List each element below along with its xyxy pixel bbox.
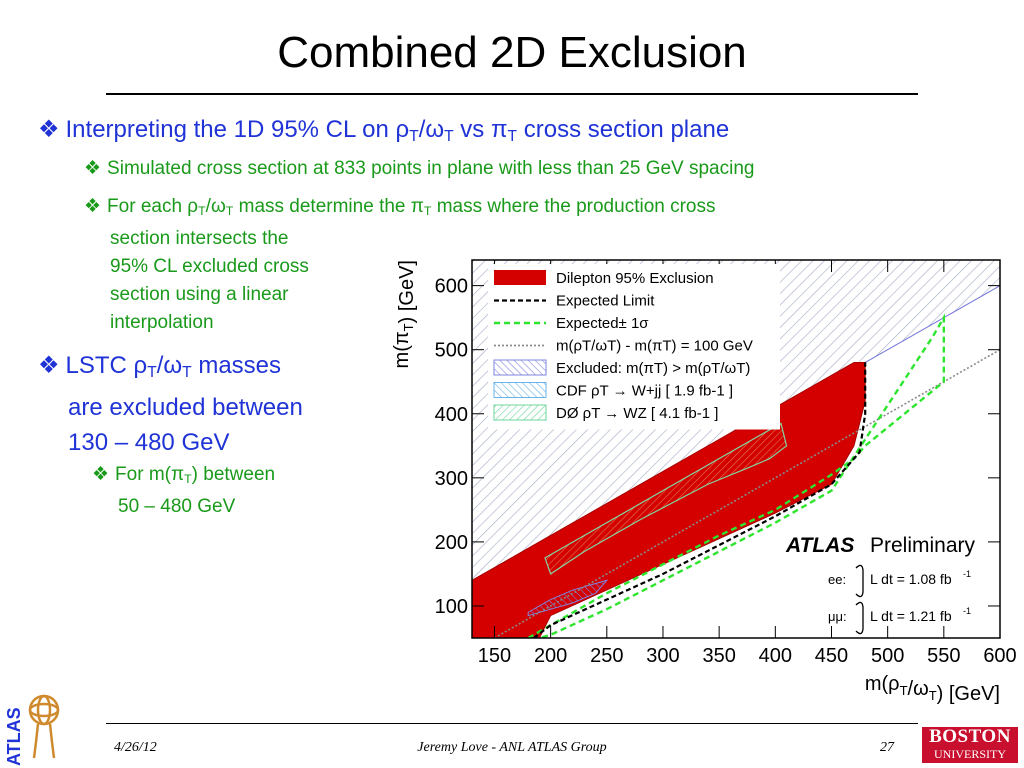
legend-label: CDF ρT → W+jj [ 1.9 fb-1 ] [556, 383, 733, 400]
footer-rule [106, 723, 918, 724]
legend-swatch-red [494, 270, 546, 285]
subbullet-for-each: ❖ For each ρT/ωT mass determine the πT ma… [84, 193, 944, 337]
x-tick-label: 450 [815, 645, 848, 667]
mass-diff-100-line [494, 348, 1000, 638]
diamond-bullet-icon: ❖ [92, 464, 110, 485]
y-tick-label: 100 [435, 596, 468, 618]
x-tick-label: 250 [590, 645, 623, 667]
legend-label: DØ ρT → WZ [ 4.1 fb-1 ] [556, 405, 718, 422]
atlas-label: ATLAS [785, 534, 854, 557]
atlas-figure-icon [28, 694, 60, 759]
footer-author: Jeremy Love - ANL ATLAS Group [417, 740, 607, 755]
footer-page-number: 27 [880, 740, 894, 755]
diamond-bullet-icon: ❖ [38, 116, 60, 143]
y-tick-label: 200 [435, 532, 468, 554]
ee-lumi-label: ee: [828, 572, 846, 587]
x-tick-label: 300 [646, 645, 679, 667]
diamond-bullet-icon: ❖ [84, 196, 102, 217]
exclusion-plot: 150 200 250 300 350 400 450 500 550 600 100 200 300 4… [382, 250, 1017, 718]
subbullet-for-m-pi: ❖ For m(πT) between 50 – 480 GeV [92, 461, 352, 521]
plot-frame [471, 259, 1001, 639]
footer-date: 4/26/12 [114, 740, 157, 755]
ee-lumi-value: L dt = 1.08 fb [870, 571, 952, 587]
x-tick-label: 500 [871, 645, 904, 667]
boston-university-logo: BOSTON UNIVERSITY [922, 727, 1018, 763]
subbullet-simulated: ❖ Simulated cross section at 833 points i… [84, 158, 755, 179]
legend-box [488, 264, 780, 430]
x-tick-label: 550 [927, 645, 960, 667]
bullet-lstc: ❖ LSTC ρT/ωT masses are excluded between … [38, 348, 378, 460]
ee-lumi-exponent: -1 [963, 569, 971, 579]
mumu-lumi-value: L dt = 1.21 fb [870, 608, 952, 624]
legend-label: Expected Limit [556, 293, 655, 310]
legend-swatch-d0 [493, 404, 547, 421]
legend-label: Excluded: m(πT) > m(ρT/ωT) [556, 360, 750, 377]
legend-swatch-excluded [493, 359, 547, 376]
diamond-bullet-icon: ❖ [84, 158, 102, 179]
legend-label: Dilepton 95% Exclusion [556, 270, 714, 287]
bullet-text: Interpreting the 1D 95% CL on [65, 116, 396, 143]
slide-title: Combined 2D Exclusion [277, 28, 747, 77]
x-axis-label: m(ρT/ωT) [GeV] [865, 673, 1000, 705]
atlas-logo-text: ATLAS [4, 707, 24, 766]
y-tick-label: 500 [435, 340, 468, 362]
atlas-logo: ATLAS [4, 694, 60, 766]
x-tick-label: 600 [983, 645, 1016, 667]
expected-1sigma-line [527, 313, 946, 638]
expected-limit-line [533, 362, 867, 638]
x-tick-label: 400 [759, 645, 792, 667]
y-axis-label: m(πT) [GeV] [391, 260, 418, 368]
title-underline [106, 93, 918, 95]
mumu-lumi-exponent: -1 [963, 606, 971, 616]
integral-icon [855, 564, 864, 598]
integral-icon [855, 601, 864, 635]
legend-swatch-cdf [493, 382, 547, 398]
x-tick-label: 350 [702, 645, 735, 667]
diamond-bullet-icon: ❖ [38, 352, 60, 379]
y-tick-label: 600 [435, 276, 468, 298]
y-tick-label: 400 [435, 404, 468, 426]
y-tick-label: 300 [435, 468, 468, 490]
x-tick-label: 200 [534, 645, 567, 667]
mumu-lumi-label: μμ: [828, 609, 847, 624]
preliminary-label: Preliminary [870, 534, 976, 557]
bullet-interpreting: ❖ Interpreting the 1D 95% CL on ρT/ωT vs … [38, 116, 730, 145]
legend-label: Expected± 1σ [556, 315, 649, 332]
legend-label: m(ρT/ωT) - m(πT) = 100 GeV [556, 338, 753, 355]
x-tick-label: 150 [478, 645, 511, 667]
